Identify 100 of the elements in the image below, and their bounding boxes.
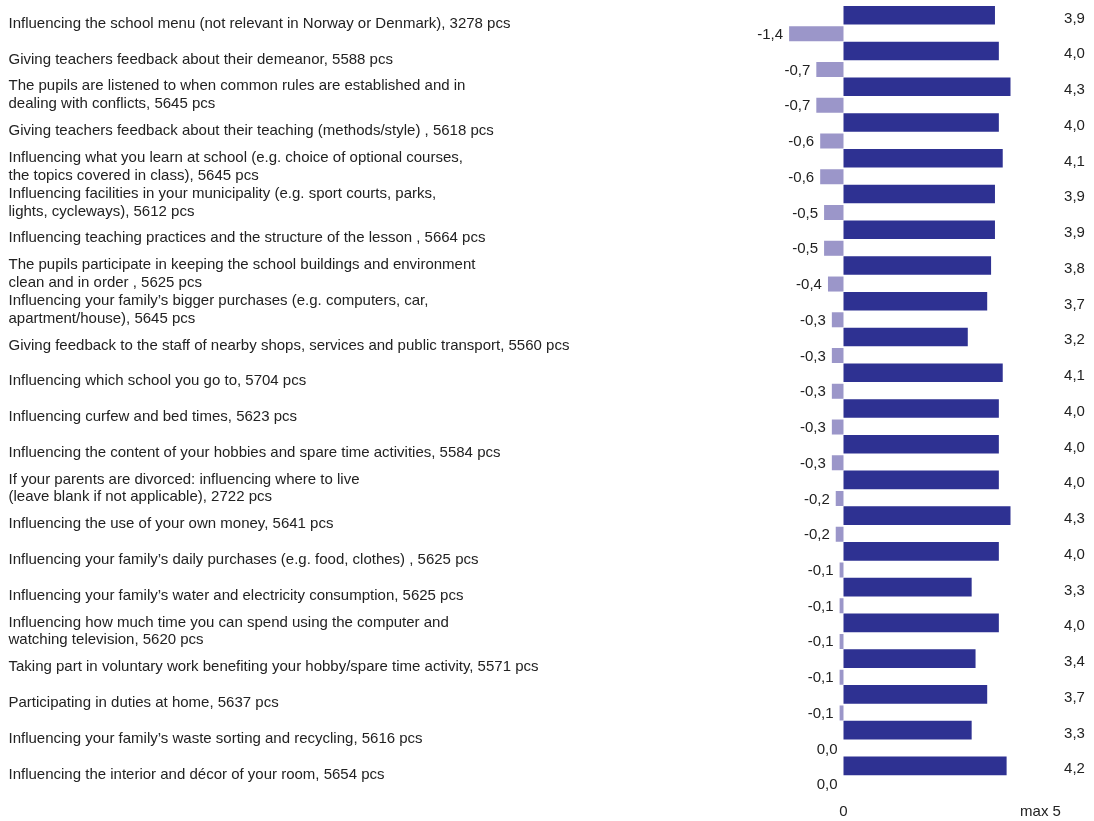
bar bbox=[843, 148, 1003, 168]
y-tick-label: Influencing facilities in your municipality (e.g. sport courts, parks, lights, cycleways), 5612 pcs bbox=[8, 183, 437, 219]
y-tick-label: Giving teachers feedback about their demeanor, 5588 pcs bbox=[8, 49, 393, 67]
bar bbox=[824, 205, 844, 221]
data-label: 4,3 bbox=[1064, 80, 1085, 98]
bar bbox=[827, 276, 844, 292]
y-tick-label: Influencing curfew and bed times, 5623 pcs bbox=[8, 407, 298, 425]
data-label: -0,1 bbox=[807, 668, 834, 686]
bar bbox=[843, 184, 995, 204]
data-label: -0,5 bbox=[792, 203, 819, 221]
bar bbox=[831, 455, 844, 471]
data-label: 4,0 bbox=[1064, 544, 1085, 562]
bar bbox=[843, 327, 968, 347]
data-label: -0,1 bbox=[807, 632, 834, 650]
data-label: 3,9 bbox=[1064, 187, 1085, 205]
data-label: -1,4 bbox=[757, 24, 784, 42]
y-tick-label: Influencing your family’s water and electricity consumption, 5625 pcs bbox=[8, 585, 464, 603]
bar bbox=[824, 240, 844, 256]
y-tick-label: Influencing your family’s waste sorting and recycling, 5616 pcs bbox=[8, 728, 423, 746]
y-tick-label: Influencing what you learn at school (e.g. choice of optional courses, the topics covered in class), 5645 pcs bbox=[8, 147, 463, 183]
y-tick-label: The pupils participate in keeping the school buildings and environment clean and in order , 5625 pcs bbox=[8, 255, 477, 291]
bar bbox=[843, 613, 999, 633]
y-tick-label: Taking part in voluntary work benefiting your hobby/spare time activity, 5571 pcs bbox=[8, 657, 539, 675]
bar bbox=[835, 491, 844, 507]
data-label: 3,9 bbox=[1064, 223, 1085, 241]
data-label: 3,7 bbox=[1064, 687, 1085, 705]
bar bbox=[820, 169, 844, 185]
data-label: 3,7 bbox=[1064, 294, 1085, 312]
data-label: 3,8 bbox=[1064, 258, 1085, 276]
bar bbox=[843, 756, 1007, 776]
bar bbox=[839, 633, 844, 649]
bar bbox=[831, 348, 844, 364]
bar bbox=[839, 705, 844, 721]
y-tick-label: Giving teachers feedback about their teaching (methods/style) , 5618 pcs bbox=[8, 121, 494, 139]
y-tick-label: Influencing the content of your hobbies and spare time activities, 5584 pcs bbox=[8, 442, 501, 460]
data-label: -0,3 bbox=[800, 382, 826, 400]
bar bbox=[843, 685, 988, 704]
text: 0 bbox=[839, 801, 848, 819]
y-tick-label: Influencing which school you go to, 5704 pcs bbox=[8, 371, 307, 389]
bar bbox=[839, 562, 844, 578]
data-label: 3,4 bbox=[1064, 652, 1085, 670]
bar bbox=[843, 363, 1003, 382]
data-label: -0,5 bbox=[792, 239, 819, 257]
data-label: 3,9 bbox=[1064, 8, 1085, 26]
data-label: -0,3 bbox=[800, 418, 826, 436]
bar bbox=[843, 506, 1011, 525]
data-label: 4,3 bbox=[1064, 509, 1085, 527]
y-tick-label: Participating in duties at home, 5637 pcs bbox=[8, 693, 279, 711]
bar bbox=[843, 256, 992, 275]
data-label: 3,3 bbox=[1064, 580, 1085, 598]
y-tick-label: The pupils are listened to when common rules are established and in dealing with conflicts, 5645 pcs bbox=[8, 76, 466, 112]
bar bbox=[816, 97, 844, 113]
y-tick-label: Influencing the interior and décor of your room, 5654 pcs bbox=[8, 764, 385, 782]
data-label: 4,0 bbox=[1064, 115, 1085, 133]
data-label: 4,0 bbox=[1064, 437, 1085, 455]
bar bbox=[839, 669, 844, 685]
data-label: -0,2 bbox=[803, 489, 830, 507]
bar bbox=[839, 598, 844, 614]
data-label: -0,4 bbox=[796, 275, 822, 293]
data-label: 4,1 bbox=[1064, 366, 1085, 384]
bar bbox=[789, 26, 844, 42]
y-tick-label: Influencing the school menu (not relevant in Norway or Denmark), 3278 pcs bbox=[8, 13, 511, 31]
y-tick-label: If your parents are divorced: influencing where to live (leave blank if not applicable), 2722 pcs bbox=[8, 469, 360, 505]
y-tick-label: Influencing the use of your own money, 5641 pcs bbox=[8, 514, 334, 532]
y-tick-label: Influencing your family’s bigger purchases (e.g. computers, car, apartment/house), 5645 pcs bbox=[8, 290, 429, 326]
bar bbox=[835, 526, 844, 542]
data-label: -0,6 bbox=[788, 167, 815, 185]
bar bbox=[843, 77, 1011, 97]
data-label: -0,1 bbox=[807, 561, 834, 578]
data-label: 3,3 bbox=[1064, 723, 1085, 741]
bar bbox=[843, 291, 988, 311]
bar bbox=[843, 470, 999, 490]
bar bbox=[843, 649, 976, 668]
y-tick-label: Influencing teaching practices and the structure of the lesson , 5664 pcs bbox=[8, 228, 486, 246]
y-tick-label: Influencing your family’s daily purchases (e.g. food, clothes) , 5625 pcs bbox=[8, 550, 479, 568]
bar bbox=[843, 41, 999, 61]
bar bbox=[843, 220, 995, 239]
data-label: 4,1 bbox=[1064, 151, 1085, 169]
data-label: -0,6 bbox=[788, 132, 815, 150]
bar bbox=[831, 383, 844, 399]
data-label: 0,0 bbox=[816, 739, 838, 757]
bar bbox=[843, 577, 972, 597]
data-label: 4,0 bbox=[1064, 473, 1085, 491]
bar bbox=[843, 434, 999, 454]
data-label: 4,0 bbox=[1064, 401, 1085, 419]
data-label: -0,3 bbox=[800, 310, 826, 328]
y-tick-label: Influencing how much time you can spend using the computer and watching television, 5620 pcs bbox=[7, 612, 449, 648]
bar bbox=[831, 419, 844, 435]
bar bbox=[820, 133, 844, 149]
data-label: 0,0 bbox=[816, 775, 838, 793]
data-label: -0,7 bbox=[784, 60, 811, 78]
bar bbox=[843, 113, 999, 132]
data-label: 3,2 bbox=[1064, 330, 1085, 348]
data-label: -0,1 bbox=[807, 703, 834, 721]
data-label: 4,0 bbox=[1064, 44, 1085, 62]
text: max 5 bbox=[1020, 802, 1061, 820]
data-label: 4,2 bbox=[1064, 759, 1085, 777]
data-label: 4,0 bbox=[1064, 616, 1085, 634]
data-label: -0,3 bbox=[800, 346, 826, 364]
bar bbox=[843, 5, 995, 25]
